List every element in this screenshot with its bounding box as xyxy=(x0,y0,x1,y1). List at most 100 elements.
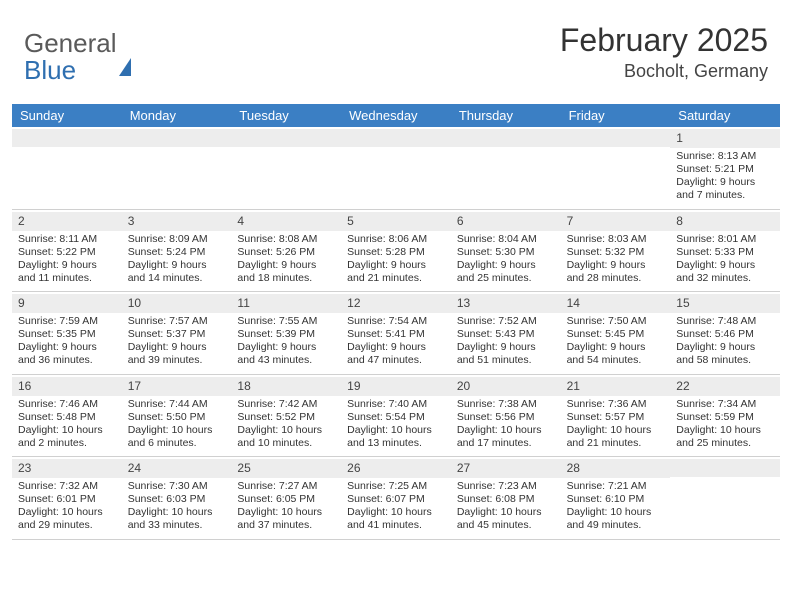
day-number xyxy=(122,129,232,147)
weekday-header: Monday xyxy=(122,104,232,127)
day-details: Sunrise: 7:42 AMSunset: 5:52 PMDaylight:… xyxy=(237,398,335,451)
day-number: 18 xyxy=(231,377,341,396)
day-number: 24 xyxy=(122,459,232,478)
day-number: 23 xyxy=(12,459,122,478)
calendar-cell: 2Sunrise: 8:11 AMSunset: 5:22 PMDaylight… xyxy=(12,210,122,292)
day-detail-line: Daylight: 10 hours and 6 minutes. xyxy=(128,424,213,449)
day-details: Sunrise: 8:06 AMSunset: 5:28 PMDaylight:… xyxy=(347,233,445,286)
day-details: Sunrise: 8:03 AMSunset: 5:32 PMDaylight:… xyxy=(567,233,665,286)
day-detail-line: Sunrise: 7:50 AM xyxy=(567,315,647,327)
day-detail-line: Sunset: 5:41 PM xyxy=(347,328,425,340)
day-detail-line: Sunrise: 7:36 AM xyxy=(567,398,647,410)
day-detail-line: Sunrise: 8:08 AM xyxy=(237,233,317,245)
day-detail-line: Sunrise: 8:11 AM xyxy=(18,233,97,245)
day-detail-line: Daylight: 9 hours and 51 minutes. xyxy=(457,341,536,366)
day-detail-line: Sunrise: 7:23 AM xyxy=(457,480,537,492)
day-detail-line: Daylight: 10 hours and 45 minutes. xyxy=(457,506,542,531)
day-detail-line: Sunrise: 8:03 AM xyxy=(567,233,647,245)
weekday-header-row: Sunday Monday Tuesday Wednesday Thursday… xyxy=(12,104,780,127)
day-number: 12 xyxy=(341,294,451,313)
day-detail-line: Daylight: 9 hours and 58 minutes. xyxy=(676,341,755,366)
day-detail-line: Sunrise: 7:38 AM xyxy=(457,398,537,410)
day-detail-line: Daylight: 9 hours and 25 minutes. xyxy=(457,259,536,284)
calendar-body: 1Sunrise: 8:13 AMSunset: 5:21 PMDaylight… xyxy=(12,127,780,540)
day-number: 22 xyxy=(670,377,780,396)
day-details: Sunrise: 7:40 AMSunset: 5:54 PMDaylight:… xyxy=(347,398,445,451)
day-detail-line: Sunrise: 8:13 AM xyxy=(676,150,756,162)
day-detail-line: Daylight: 9 hours and 43 minutes. xyxy=(237,341,316,366)
calendar-week-row: 9 Sunrise: 7:59 AMSunset: 5:35 PMDaylight… xyxy=(12,292,780,375)
calendar-cell-empty xyxy=(561,127,671,209)
day-number: 9 xyxy=(12,294,122,313)
day-number: 1 xyxy=(670,129,780,148)
calendar-cell: 24 Sunrise: 7:30 AMSunset: 6:03 PMDayligh… xyxy=(122,457,232,539)
logo: General Blue xyxy=(24,28,131,86)
day-detail-line: Sunset: 6:01 PM xyxy=(18,493,96,505)
day-detail-line: Sunrise: 7:32 AM xyxy=(18,480,98,492)
day-number: 16 xyxy=(12,377,122,396)
day-detail-line: Sunset: 5:46 PM xyxy=(676,328,754,340)
weekday-header: Sunday xyxy=(12,104,122,127)
day-detail-line: Daylight: 10 hours and 49 minutes. xyxy=(567,506,652,531)
day-detail-line: Daylight: 9 hours and 47 minutes. xyxy=(347,341,426,366)
day-detail-line: Sunset: 5:45 PM xyxy=(567,328,645,340)
calendar-cell: 28Sunrise: 7:21 AMSunset: 6:10 PMDayligh… xyxy=(561,457,671,539)
calendar-cell: 26Sunrise: 7:25 AMSunset: 6:07 PMDayligh… xyxy=(341,457,451,539)
calendar-cell: 21 Sunrise: 7:36 AMSunset: 5:57 PMDayligh… xyxy=(561,375,671,457)
day-detail-line: Sunrise: 7:57 AM xyxy=(128,315,208,327)
day-number: 25 xyxy=(231,459,341,478)
day-detail-line: Sunset: 5:30 PM xyxy=(457,246,535,258)
calendar-cell: 1Sunrise: 8:13 AMSunset: 5:21 PMDaylight… xyxy=(670,127,780,209)
day-number: 3 xyxy=(122,212,232,231)
day-number: 2 xyxy=(12,212,122,231)
location-subtitle: Bocholt, Germany xyxy=(560,61,768,82)
day-detail-line: Daylight: 10 hours and 25 minutes. xyxy=(676,424,761,449)
day-detail-line: Daylight: 9 hours and 14 minutes. xyxy=(128,259,207,284)
day-detail-line: Daylight: 10 hours and 2 minutes. xyxy=(18,424,103,449)
calendar-cell: 19Sunrise: 7:40 AMSunset: 5:54 PMDayligh… xyxy=(341,375,451,457)
day-detail-line: Daylight: 10 hours and 10 minutes. xyxy=(237,424,322,449)
calendar-cell: 6Sunrise: 8:04 AMSunset: 5:30 PMDaylight… xyxy=(451,210,561,292)
day-details: Sunrise: 8:04 AMSunset: 5:30 PMDaylight:… xyxy=(457,233,555,286)
calendar-cell: 22Sunrise: 7:34 AMSunset: 5:59 PMDayligh… xyxy=(670,375,780,457)
day-detail-line: Sunset: 5:56 PM xyxy=(457,411,535,423)
day-details: Sunrise: 7:59 AMSunset: 5:35 PMDaylight:… xyxy=(18,315,116,368)
calendar-cell: 13Sunrise: 7:52 AMSunset: 5:43 PMDayligh… xyxy=(451,292,561,374)
day-number: 7 xyxy=(561,212,671,231)
day-details: Sunrise: 7:36 AMSunset: 5:57 PMDaylight:… xyxy=(567,398,665,451)
weekday-header: Wednesday xyxy=(341,104,451,127)
day-details: Sunrise: 7:52 AMSunset: 5:43 PMDaylight:… xyxy=(457,315,555,368)
logo-text-2: Blue xyxy=(24,55,131,86)
day-detail-line: Sunset: 5:37 PM xyxy=(128,328,206,340)
calendar-cell: 15 Sunrise: 7:48 AMSunset: 5:46 PMDayligh… xyxy=(670,292,780,374)
day-details: Sunrise: 8:08 AMSunset: 5:26 PMDaylight:… xyxy=(237,233,335,286)
calendar-cell: 27Sunrise: 7:23 AMSunset: 6:08 PMDayligh… xyxy=(451,457,561,539)
calendar-cell: 9 Sunrise: 7:59 AMSunset: 5:35 PMDaylight… xyxy=(12,292,122,374)
calendar-cell: 7 Sunrise: 8:03 AMSunset: 5:32 PMDaylight… xyxy=(561,210,671,292)
day-number: 8 xyxy=(670,212,780,231)
day-detail-line: Daylight: 9 hours and 11 minutes. xyxy=(18,259,97,284)
day-detail-line: Sunrise: 7:42 AM xyxy=(237,398,317,410)
day-detail-line: Sunrise: 7:59 AM xyxy=(18,315,98,327)
day-detail-line: Sunrise: 7:40 AM xyxy=(347,398,427,410)
calendar-week-row: 2Sunrise: 8:11 AMSunset: 5:22 PMDaylight… xyxy=(12,210,780,293)
day-detail-line: Sunset: 5:50 PM xyxy=(128,411,206,423)
weekday-header: Thursday xyxy=(451,104,561,127)
day-detail-line: Sunrise: 7:25 AM xyxy=(347,480,427,492)
day-detail-line: Sunset: 5:28 PM xyxy=(347,246,425,258)
day-detail-line: Sunset: 5:24 PM xyxy=(128,246,206,258)
day-detail-line: Sunrise: 7:46 AM xyxy=(18,398,98,410)
day-number: 17 xyxy=(122,377,232,396)
day-number: 20 xyxy=(451,377,561,396)
day-detail-line: Sunset: 5:32 PM xyxy=(567,246,645,258)
day-details: Sunrise: 7:30 AMSunset: 6:03 PMDaylight:… xyxy=(128,480,226,533)
day-detail-line: Sunrise: 7:55 AM xyxy=(237,315,317,327)
weekday-header: Tuesday xyxy=(231,104,341,127)
day-detail-line: Sunrise: 7:48 AM xyxy=(676,315,756,327)
day-number xyxy=(341,129,451,147)
calendar-cell-empty xyxy=(122,127,232,209)
day-number: 15 xyxy=(670,294,780,313)
day-number: 21 xyxy=(561,377,671,396)
day-details: Sunrise: 7:54 AMSunset: 5:41 PMDaylight:… xyxy=(347,315,445,368)
calendar-cell: 4Sunrise: 8:08 AMSunset: 5:26 PMDaylight… xyxy=(231,210,341,292)
